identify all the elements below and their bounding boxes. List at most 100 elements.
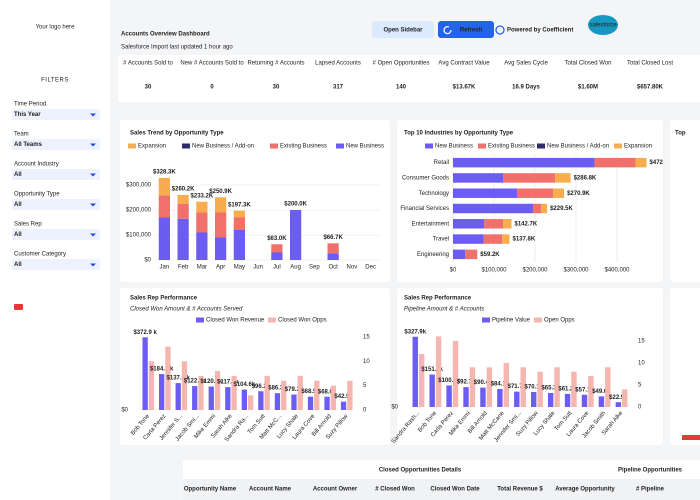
total-label: $260.2K: [172, 187, 195, 193]
total-label: $142.7K: [515, 221, 538, 227]
value-label: $117.3k: [217, 380, 239, 386]
x-tick-label: Jan: [160, 265, 170, 271]
filters-heading: FILTERS: [41, 78, 69, 84]
x-tick-label: Dec: [365, 265, 376, 271]
x-tick-label: $100,000: [481, 268, 507, 274]
side-card-bar: [682, 435, 700, 440]
bar-segment: [555, 173, 571, 183]
filter-value[interactable]: All Teams: [14, 142, 43, 148]
x-tick-label: Nov: [347, 265, 358, 271]
dropdown-arrow[interactable]: [90, 203, 96, 207]
y2-tick-label: 0: [638, 405, 642, 411]
value-label: $61.2k: [558, 386, 577, 392]
bar-segment: [271, 252, 283, 260]
filter-label: Customer Category: [14, 252, 66, 258]
bar: [281, 380, 287, 410]
legend-label: Pipeline Value: [492, 318, 531, 324]
bar: [175, 383, 181, 410]
kpi-value: 30: [273, 85, 280, 91]
legend-swatch: [270, 143, 278, 149]
x-tick-label: Apr: [216, 265, 225, 271]
bar-segment: [215, 212, 227, 238]
bar-segment: [177, 218, 189, 260]
value-label: $137.9 k: [167, 376, 191, 382]
y2-tick-label: 10: [638, 360, 645, 366]
legend-label: Closed Won Opps: [278, 318, 327, 324]
legend-label: Open Opps: [544, 318, 575, 324]
legend-label: Existing Business: [280, 144, 327, 150]
chart-title: Sales Rep Performance: [130, 296, 198, 302]
x-tick-label: $0: [450, 268, 457, 274]
bar: [159, 374, 165, 410]
open-sidebar-button[interactable]: [372, 21, 434, 38]
filter-dropdown[interactable]: [12, 259, 100, 270]
kpi-label: Returning # Accounts: [247, 61, 304, 67]
bar-segment: [453, 234, 484, 244]
legend-swatch: [425, 143, 433, 149]
bar: [598, 396, 605, 407]
x-tick-label: Oct: [328, 265, 338, 271]
kpi-value: $1.60M: [578, 85, 598, 91]
filter-value[interactable]: This Year: [14, 112, 41, 118]
legend-swatch: [482, 317, 490, 323]
kpi-label: New # Accounts Sold to: [180, 61, 244, 67]
bar-segment: [290, 210, 302, 260]
bar-segment: [516, 188, 554, 198]
filter-dropdown[interactable]: [12, 109, 100, 120]
filter-value[interactable]: All: [14, 232, 22, 238]
dropdown-arrow[interactable]: [90, 173, 96, 177]
total-label: $197.3K: [228, 202, 251, 208]
x-tick-label: Jun: [253, 265, 263, 271]
chart-title: Sales Trend by Opportunity Type: [130, 131, 224, 137]
value-label: $92.7k: [457, 380, 476, 386]
bar: [231, 375, 237, 410]
dropdown-arrow[interactable]: [90, 113, 96, 117]
bar-segment: [271, 244, 283, 253]
refresh-icon[interactable]: [443, 26, 452, 35]
bar-segment: [453, 249, 466, 260]
value-label: $327.9k: [404, 329, 426, 335]
salesforce-logo-text: salesforce: [589, 23, 617, 29]
filter-dropdown[interactable]: [12, 169, 100, 180]
dropdown-arrow[interactable]: [90, 233, 96, 237]
chart-subtitle: Closed Won Amount & # Accounts Served: [130, 307, 243, 313]
refresh-label[interactable]: Refresh: [460, 28, 483, 34]
bar-segment: [158, 195, 170, 218]
x-tick-label: May: [234, 265, 245, 271]
bar: [258, 391, 264, 410]
side-card-title: Top: [675, 131, 686, 137]
bar-segment: [503, 173, 556, 183]
filter-value[interactable]: All: [14, 262, 22, 268]
table-header: Total Revenue $: [497, 487, 543, 493]
open-sidebar-label[interactable]: Open Sidebar: [383, 28, 423, 34]
filter-value[interactable]: All: [14, 172, 22, 178]
filter-dropdown[interactable]: [12, 229, 100, 240]
bar: [291, 394, 297, 410]
bar: [463, 387, 469, 407]
filter-dropdown[interactable]: [12, 139, 100, 150]
x-tick-label: Mar: [197, 265, 207, 271]
chart-title: Top 10 Industries by Opportunity Type: [404, 131, 514, 137]
powered-by[interactable]: Powered by Coefficient: [507, 28, 573, 34]
value-label: $22.5k: [609, 395, 628, 401]
bar: [192, 386, 198, 410]
filter-value[interactable]: All: [14, 202, 22, 208]
y-tick-label: $200,000: [126, 208, 152, 214]
dropdown-arrow[interactable]: [90, 263, 96, 267]
value-label: $70.1k: [525, 385, 544, 391]
total-label: $63.0K: [267, 236, 287, 242]
y2-tick-label: 5: [638, 383, 642, 389]
legend-swatch: [336, 143, 344, 149]
value-label: $68.0k: [318, 389, 337, 395]
value-label: $84.1k: [491, 382, 510, 388]
table-header: Closed Won Date: [430, 487, 480, 493]
bar: [486, 367, 493, 407]
y-tick-label: $300,000: [126, 183, 152, 189]
table-header: Opportunity Name: [184, 487, 237, 493]
filter-dropdown[interactable]: [12, 199, 100, 210]
kpi-value: $657.80K: [637, 85, 664, 91]
dropdown-arrow[interactable]: [90, 143, 96, 147]
refresh-button[interactable]: [438, 21, 494, 38]
table-header: Account Name: [249, 487, 292, 493]
bar: [547, 393, 554, 407]
